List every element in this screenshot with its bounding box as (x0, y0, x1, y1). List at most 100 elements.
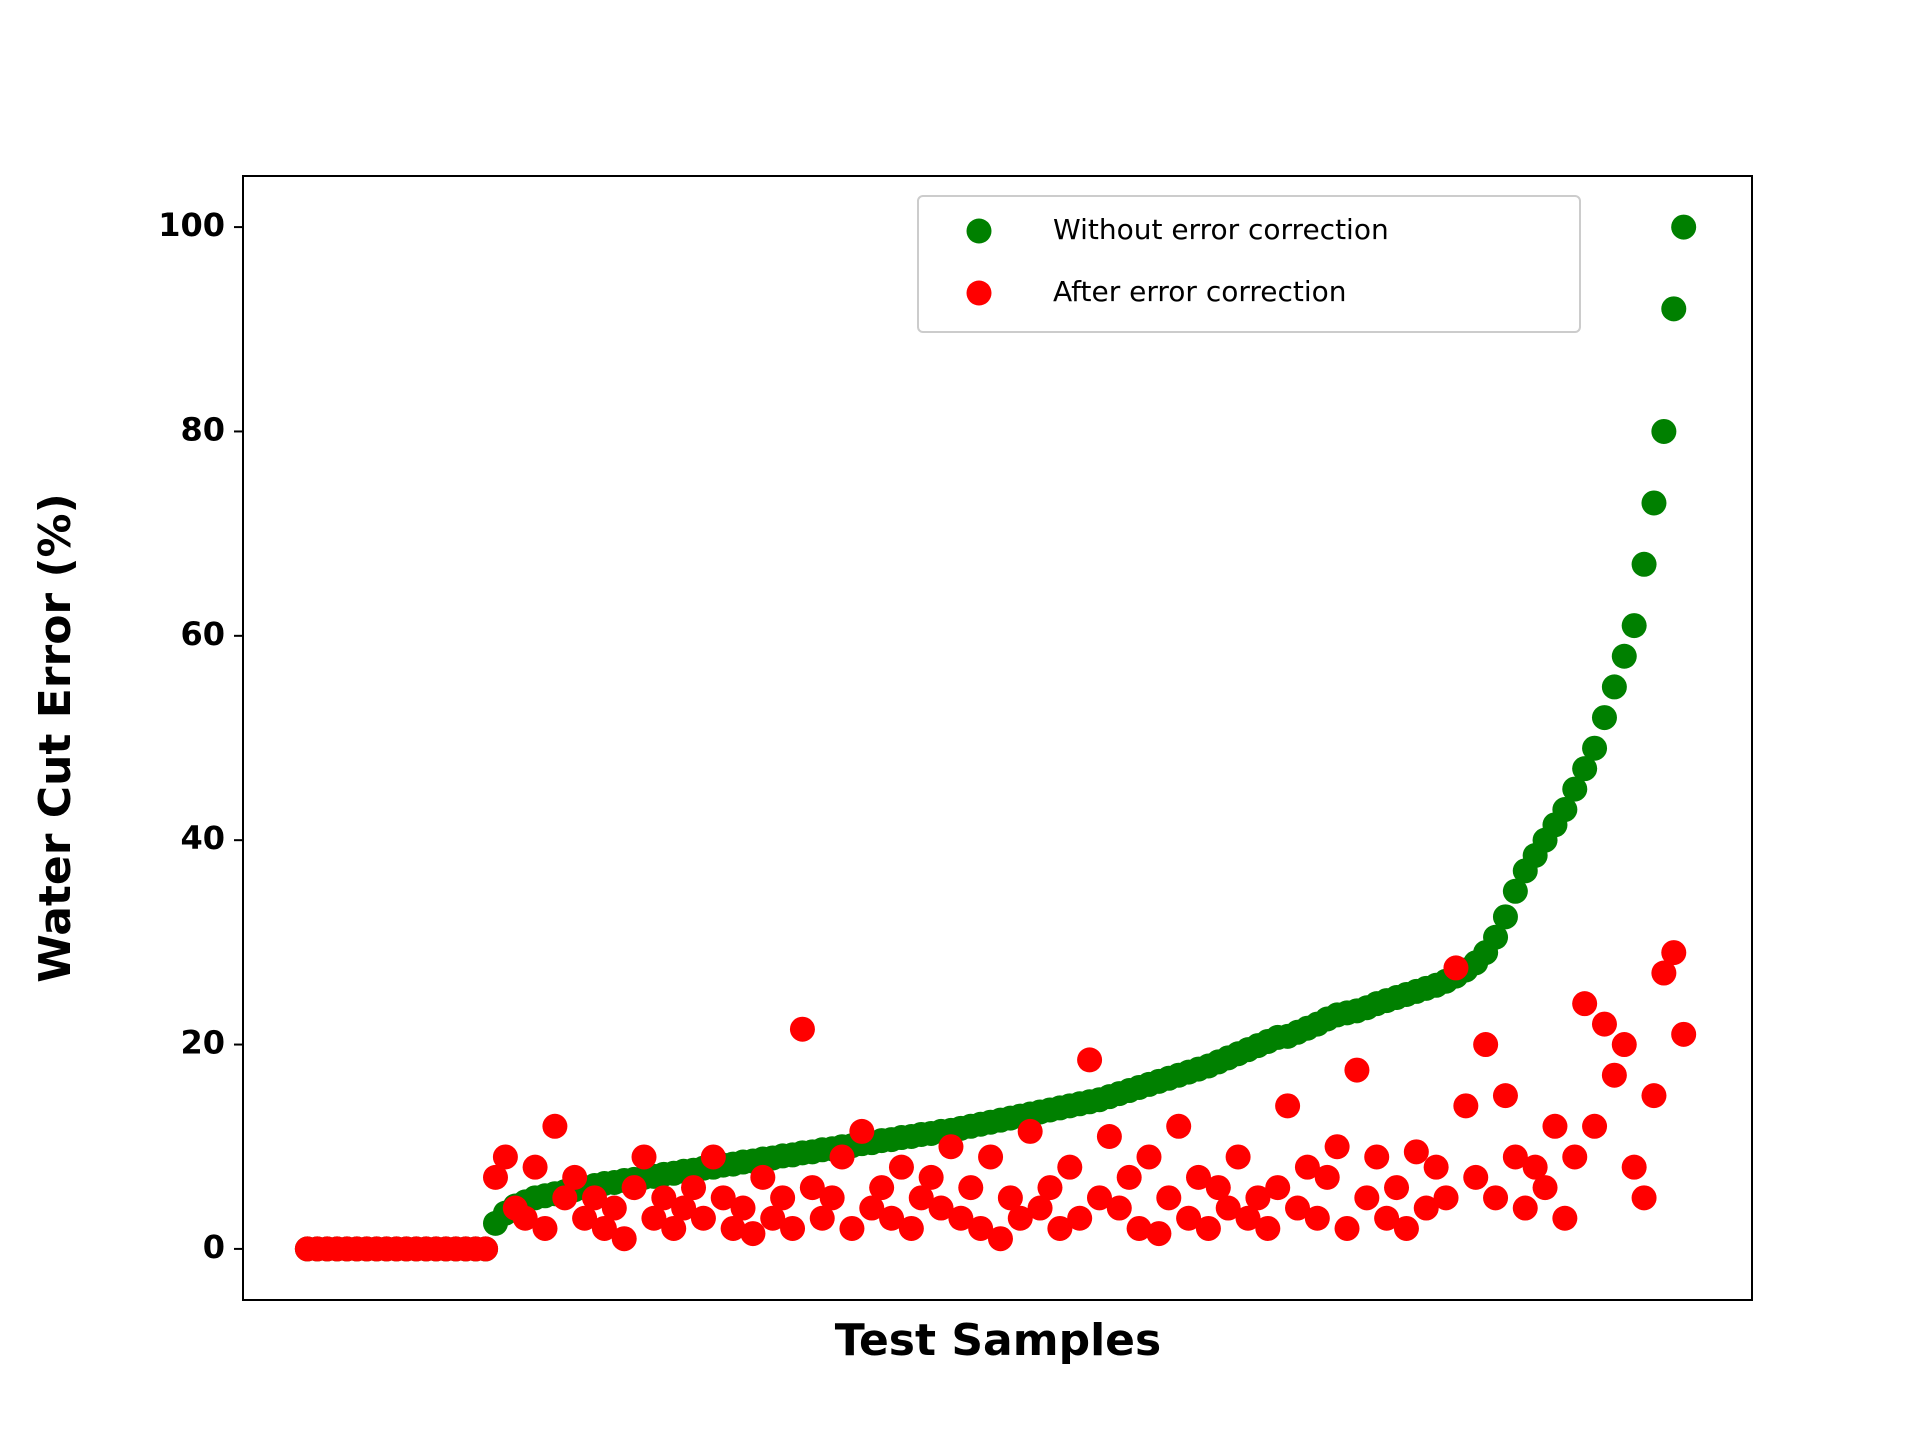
data-point (1641, 1083, 1667, 1109)
y-tick-label: 40 (180, 819, 225, 857)
legend-label: After error correction (1053, 275, 1347, 308)
data-point (888, 1154, 914, 1180)
legend: Without error correction After error corr… (917, 195, 1581, 333)
data-point (1007, 1205, 1033, 1231)
data-point (1552, 1205, 1578, 1231)
data-point (1473, 1032, 1499, 1058)
data-point (1186, 1164, 1212, 1190)
data-point (1591, 1011, 1617, 1037)
data-point (1502, 1144, 1528, 1170)
data-point (997, 1185, 1023, 1211)
data-point (1601, 1062, 1627, 1088)
data-point (1582, 735, 1608, 761)
data-point (938, 1134, 964, 1160)
data-point (562, 1164, 588, 1190)
data-point (482, 1164, 508, 1190)
data-point (700, 1144, 726, 1170)
data-point (1582, 1113, 1608, 1139)
data-point (512, 1205, 538, 1231)
data-point (1245, 1185, 1271, 1211)
data-point (1235, 1205, 1261, 1231)
data-point (1166, 1113, 1192, 1139)
data-point (1671, 1021, 1697, 1047)
data-point (671, 1195, 697, 1221)
data-point (1354, 1185, 1380, 1211)
legend-label: Without error correction (1053, 213, 1389, 246)
data-point (661, 1215, 687, 1241)
data-point (839, 1215, 865, 1241)
data-point (750, 1164, 776, 1190)
data-point (591, 1215, 617, 1241)
data-point (1532, 1175, 1558, 1201)
data-point (532, 1215, 558, 1241)
data-point (552, 1185, 578, 1211)
data-point (1661, 296, 1687, 322)
data-point (1572, 991, 1598, 1017)
data-point (987, 1226, 1013, 1252)
data-point (1611, 643, 1637, 669)
data-point (740, 1221, 766, 1247)
data-point (1077, 1047, 1103, 1073)
data-point (1522, 1154, 1548, 1180)
data-point (829, 1144, 855, 1170)
data-point (1671, 214, 1697, 240)
data-point (908, 1185, 934, 1211)
data-point (1542, 1113, 1568, 1139)
y-tick-label: 100 (158, 206, 225, 244)
legend-marker (966, 218, 992, 244)
data-point (760, 1205, 786, 1231)
data-point (641, 1205, 667, 1231)
data-point (1562, 1144, 1588, 1170)
data-point (1047, 1215, 1073, 1241)
data-point (522, 1154, 548, 1180)
data-point (621, 1175, 647, 1201)
data-point (681, 1175, 707, 1201)
data-point (978, 1144, 1004, 1170)
data-point (1384, 1175, 1410, 1201)
data-point (1017, 1118, 1043, 1144)
data-point (1294, 1154, 1320, 1180)
data-point (611, 1226, 637, 1252)
axes-frame (242, 175, 1753, 1301)
data-point (1314, 1164, 1340, 1190)
data-point (1651, 960, 1677, 986)
data-point (601, 1195, 627, 1221)
data-point (898, 1215, 924, 1241)
data-point (1324, 1134, 1350, 1160)
data-point (1492, 1083, 1518, 1109)
data-point (1096, 1124, 1122, 1150)
y-tick-label: 80 (180, 410, 225, 448)
data-point (1483, 924, 1509, 950)
data-point (1136, 1144, 1162, 1170)
plot-area (294, 214, 1697, 1262)
data-point (918, 1164, 944, 1190)
data-point (710, 1185, 736, 1211)
data-point (1037, 1175, 1063, 1201)
data-point (789, 1016, 815, 1042)
data-point (1443, 955, 1469, 981)
data-point (1027, 1195, 1053, 1221)
data-point (869, 1175, 895, 1201)
data-point (1067, 1205, 1093, 1231)
data-point (1562, 776, 1588, 802)
data-point (1552, 797, 1578, 823)
data-point (1156, 1185, 1182, 1211)
data-point (1304, 1205, 1330, 1231)
data-point (1611, 1032, 1637, 1058)
data-point (1057, 1154, 1083, 1180)
data-point (1205, 1175, 1231, 1201)
data-point (1374, 1205, 1400, 1231)
data-point (1225, 1144, 1251, 1170)
data-point (690, 1205, 716, 1231)
data-point (1334, 1215, 1360, 1241)
data-point (809, 1205, 835, 1231)
data-point (1591, 705, 1617, 731)
data-point (1631, 551, 1657, 577)
data-point (1255, 1215, 1281, 1241)
data-point (1492, 904, 1518, 930)
data-point (1215, 1195, 1241, 1221)
data-point (492, 1144, 518, 1170)
data-point (1106, 1195, 1132, 1221)
y-tick-label: 20 (180, 1024, 225, 1062)
data-point (1086, 1185, 1112, 1211)
